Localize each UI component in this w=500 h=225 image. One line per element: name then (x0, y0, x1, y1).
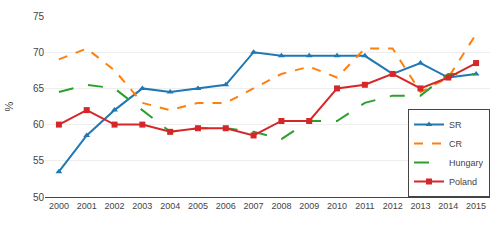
svg-text:2014: 2014 (438, 201, 458, 211)
svg-text:CR: CR (449, 139, 462, 149)
svg-text:2009: 2009 (299, 201, 319, 211)
svg-text:2003: 2003 (132, 201, 152, 211)
svg-text:2012: 2012 (383, 201, 403, 211)
svg-text:2004: 2004 (160, 201, 180, 211)
svg-text:SR: SR (449, 120, 462, 130)
svg-text:50: 50 (33, 192, 45, 203)
svg-text:Hungary: Hungary (449, 158, 484, 168)
svg-text:2000: 2000 (49, 201, 69, 211)
svg-text:60: 60 (33, 119, 45, 130)
svg-text:2007: 2007 (244, 201, 264, 211)
svg-text:2008: 2008 (271, 201, 291, 211)
svg-text:75: 75 (33, 11, 45, 22)
svg-text:2006: 2006 (216, 201, 236, 211)
svg-text:55: 55 (33, 155, 45, 166)
svg-text:2010: 2010 (327, 201, 347, 211)
svg-text:2015: 2015 (466, 201, 486, 211)
svg-text:2005: 2005 (188, 201, 208, 211)
svg-text:%: % (3, 101, 15, 111)
svg-text:70: 70 (33, 47, 45, 58)
svg-text:65: 65 (33, 83, 45, 94)
svg-text:2011: 2011 (355, 201, 374, 211)
svg-text:2013: 2013 (410, 201, 430, 211)
svg-text:2002: 2002 (105, 201, 125, 211)
svg-text:2001: 2001 (77, 201, 97, 211)
svg-text:Poland: Poland (449, 177, 477, 187)
